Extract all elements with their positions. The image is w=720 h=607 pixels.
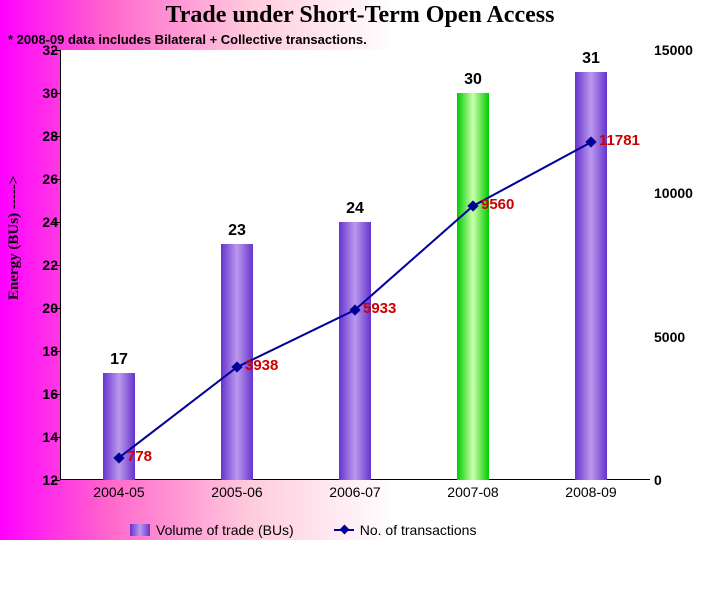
y-left-tick-mark [52, 222, 60, 223]
legend-label-bars: Volume of trade (BUs) [156, 522, 294, 538]
line-value-label: 11781 [599, 132, 640, 149]
category-label: 2005-06 [187, 484, 287, 500]
y-left-tick-mark [52, 136, 60, 137]
chart-title: Trade under Short-Term Open Access [0, 2, 720, 29]
category-label: 2004-05 [69, 484, 169, 500]
line-value-label: 5933 [363, 300, 396, 317]
slide: Trade under Short-Term Open Access * 200… [0, 0, 720, 540]
y-left-axis-label: Energy (BUs) -----> [6, 176, 23, 300]
legend: Volume of trade (BUs) No. of transaction… [130, 522, 476, 538]
bar-value-label: 23 [207, 222, 267, 240]
y-right-tick: 10000 [654, 185, 693, 201]
y-left-tick-mark [52, 179, 60, 180]
legend-swatch-line [334, 527, 354, 533]
category-label: 2007-08 [423, 484, 523, 500]
category-label: 2008-09 [541, 484, 641, 500]
line-value-label: 9560 [481, 196, 514, 213]
line-value-label: 3938 [245, 357, 278, 374]
plot-area: 17 23 24 30 31 778 3938 5933 9560 11781 [60, 50, 650, 480]
y-left-tick-mark [52, 394, 60, 395]
y-right-tick: 0 [654, 472, 662, 488]
y-left-tick-mark [52, 437, 60, 438]
y-left-tick-mark [52, 265, 60, 266]
bar-value-label: 31 [561, 50, 621, 68]
legend-item-line: No. of transactions [334, 522, 477, 538]
legend-swatch-bars [130, 524, 150, 536]
bar [457, 93, 489, 480]
y-right-tick: 5000 [654, 329, 685, 345]
legend-item-bars: Volume of trade (BUs) [130, 522, 294, 538]
y-left-tick-mark [52, 50, 60, 51]
y-left-tick-mark [52, 351, 60, 352]
legend-label-line: No. of transactions [360, 522, 477, 538]
line-value-label: 778 [127, 448, 152, 465]
y-left-axis-line [60, 50, 61, 480]
y-left-tick-mark [52, 480, 60, 481]
bar [339, 222, 371, 480]
y-left-tick-mark [52, 93, 60, 94]
bar-value-label: 17 [89, 351, 149, 369]
footnote: * 2008-09 data includes Bilateral + Coll… [8, 32, 367, 47]
category-label: 2006-07 [305, 484, 405, 500]
y-left-tick-mark [52, 308, 60, 309]
y-right-tick: 15000 [654, 42, 693, 58]
bar-value-label: 24 [325, 200, 385, 218]
bar-value-label: 30 [443, 71, 503, 89]
